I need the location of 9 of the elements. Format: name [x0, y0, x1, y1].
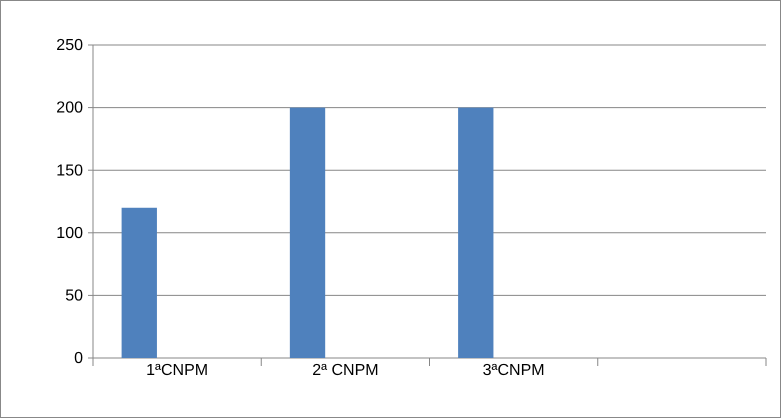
x-tick-label: 3ªCNPM	[482, 362, 545, 379]
y-tick-label: 100	[56, 224, 84, 242]
y-tick-label: 250	[56, 37, 84, 54]
x-tick-label: 1ªCNPM	[146, 362, 208, 379]
y-tick-label: 150	[56, 162, 84, 180]
y-tick-label: 200	[56, 100, 84, 117]
y-tick-label: 50	[65, 288, 84, 305]
y-tick-label: 0	[74, 350, 84, 368]
x-tick-label: 2ª CNPM	[312, 362, 379, 379]
